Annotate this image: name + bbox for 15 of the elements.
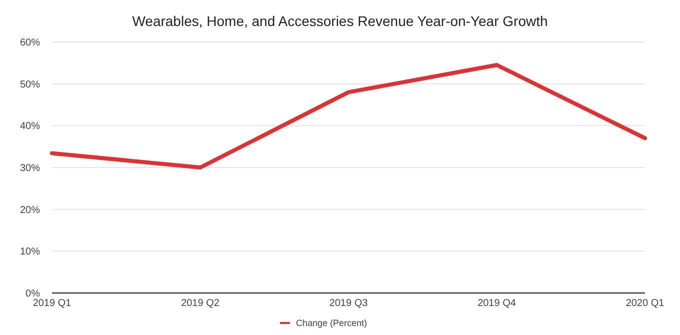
- y-tick-label: 30%: [20, 163, 40, 174]
- line-series: [50, 63, 647, 170]
- y-tick-label: 20%: [20, 204, 40, 216]
- y-tick-label: 60%: [20, 38, 40, 48]
- y-tick-label: 10%: [20, 246, 40, 258]
- x-tick-label: 2019 Q4: [478, 298, 516, 309]
- chart-title: Wearables, Home, and Accessories Revenue Year-on-Year Growth: [132, 13, 548, 29]
- y-tick-label: 40%: [20, 121, 40, 132]
- y-tick-label: 50%: [20, 79, 40, 90]
- x-tick-label: 2019 Q2: [181, 298, 220, 309]
- x-tick-label: 2020 Q1: [626, 298, 665, 309]
- legend-label: Change (Percent): [296, 318, 368, 328]
- y-tick-label: 0%: [26, 288, 40, 300]
- x-tick-label: 2019 Q3: [329, 298, 368, 309]
- x-tick-label: 2019 Q1: [32, 298, 72, 309]
